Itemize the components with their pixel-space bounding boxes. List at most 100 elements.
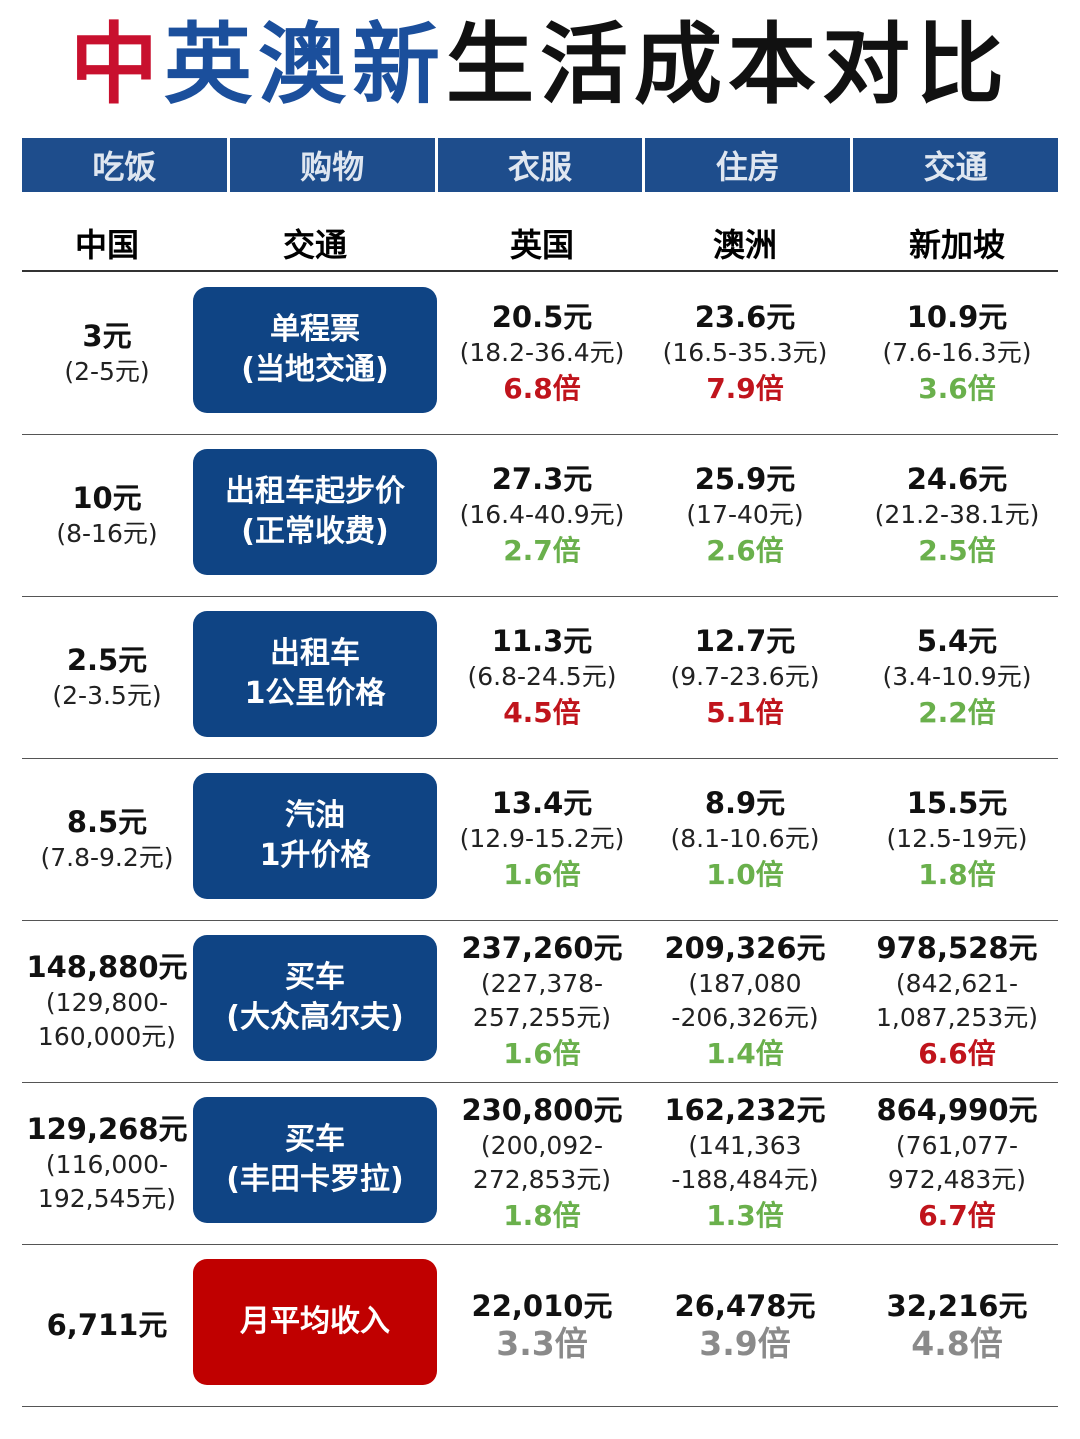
multiple: 1.8倍 (503, 1199, 581, 1232)
value: 209,326元 (664, 931, 826, 965)
range: (7.8-9.2元) (40, 843, 174, 872)
value: 162,232元 (664, 1093, 826, 1127)
title-part: 中 (69, 13, 164, 116)
value: 8.9元 (704, 786, 786, 820)
tab: 购物 (229, 138, 438, 192)
china-cell: 148,880元 (129,800- 160,000元) (0, 920, 222, 1082)
header-cell: 交通 (282, 226, 347, 264)
value: 129,268元 (26, 1112, 188, 1146)
range: (116,000- (45, 1150, 169, 1179)
value: 20.5元 (491, 300, 593, 334)
china-cell: 10元 (8-16元) (0, 434, 222, 596)
range: (2-3.5元) (52, 681, 162, 710)
range: (18.2-36.4元) (459, 338, 625, 367)
range: (16.5-35.3元) (662, 338, 828, 367)
value: 2.5元 (66, 643, 148, 677)
title-part: 生活成本对比 (446, 13, 1011, 116)
label-line: 单程票 (270, 312, 360, 347)
value: 23.6元 (694, 300, 796, 334)
country-cell: 27.3元 (16.4-40.9元) 2.7倍 (427, 434, 657, 596)
row-label: 月平均收入 (193, 1259, 437, 1385)
label-line: 月平均收入 (240, 1304, 390, 1339)
value: 26,478元 (674, 1289, 816, 1323)
range: (9.7-23.6元) (670, 662, 820, 691)
row-line (22, 1244, 1058, 1245)
range: (842,621- (895, 969, 1019, 998)
multiple: 4.5倍 (503, 696, 581, 729)
range: (6.8-24.5元) (467, 662, 617, 691)
country-cell: 209,326元 (187,080 -206,326元) 1.4倍 (630, 920, 860, 1082)
multiple: 3.6倍 (918, 372, 996, 405)
multiple: 1.6倍 (503, 858, 581, 891)
row-line (22, 1406, 1058, 1407)
title-part: 英澳新 (163, 13, 446, 116)
range: 160,000元) (37, 1022, 177, 1051)
value: 864,990元 (876, 1093, 1038, 1127)
multiple: 6.8倍 (503, 372, 581, 405)
value: 8.5元 (66, 805, 148, 839)
range: (3.4-10.9元) (882, 662, 1032, 691)
label-line: 汽油 (285, 798, 345, 833)
china-cell: 8.5元 (7.8-9.2元) (0, 758, 222, 920)
value: 3元 (82, 319, 132, 353)
range: 192,545元) (37, 1184, 177, 1213)
multiple: 3.3倍 (496, 1324, 588, 1363)
multiple: 6.7倍 (918, 1199, 996, 1232)
tab: 交通 (853, 138, 1058, 192)
range: (12.5-19元) (886, 824, 1028, 853)
value: 10元 (72, 481, 142, 515)
label-line: (当地交通) (241, 352, 389, 387)
value: 24.6元 (906, 462, 1008, 496)
range: -206,326元) (671, 1003, 819, 1032)
range: (7.6-16.3元) (882, 338, 1032, 367)
multiple: 1.4倍 (706, 1037, 784, 1070)
range: -188,484元) (671, 1165, 819, 1194)
range: 257,255元) (472, 1003, 612, 1032)
row-line (22, 758, 1058, 759)
row-line (22, 596, 1058, 597)
china-cell: 3元 (2-5元) (0, 272, 222, 434)
range: (16.4-40.9元) (459, 500, 625, 529)
value: 10.9元 (906, 300, 1008, 334)
label-line: 1升价格 (259, 838, 371, 873)
label-line: 买车 (285, 960, 345, 995)
range: (187,080 (688, 969, 802, 998)
multiple: 3.9倍 (699, 1324, 791, 1363)
range: (129,800- (45, 988, 169, 1017)
multiple: 1.0倍 (706, 858, 784, 891)
row-label: 买车 (丰田卡罗拉) (193, 1097, 437, 1223)
value: 6,711元 (46, 1308, 168, 1342)
row-line (22, 434, 1058, 435)
multiple: 1.8倍 (918, 858, 996, 891)
multiple: 2.6倍 (706, 534, 784, 567)
range: (2-5元) (64, 357, 150, 386)
country-cell: 20.5元 (18.2-36.4元) 6.8倍 (427, 272, 657, 434)
value: 148,880元 (26, 950, 188, 984)
range: 272,853元) (472, 1165, 612, 1194)
range: 972,483元) (887, 1165, 1027, 1194)
range: (17-40元) (686, 500, 804, 529)
value: 11.3元 (491, 624, 593, 658)
label-line: (正常收费) (241, 514, 389, 549)
label-line: (丰田卡罗拉) (226, 1162, 404, 1197)
row-label: 出租车 1公里价格 (193, 611, 437, 737)
value: 15.5元 (906, 786, 1008, 820)
country-cell: 864,990元 (761,077- 972,483元) 6.7倍 (842, 1082, 1072, 1244)
country-cell: 162,232元 (141,363 -188,484元) 1.3倍 (630, 1082, 860, 1244)
multiple: 5.1倍 (706, 696, 784, 729)
range: (761,077- (895, 1131, 1019, 1160)
header-cell: 新加坡 (908, 226, 1005, 264)
label-line: 1公里价格 (244, 676, 386, 711)
range: (8-16元) (56, 519, 158, 548)
country-cell: 22,010元 3.3倍 (427, 1244, 657, 1406)
row-label: 单程票 (当地交通) (193, 287, 437, 413)
label-line: 出租车 (270, 636, 360, 671)
range: (8.1-10.6元) (670, 824, 820, 853)
china-cell: 6,711元 (0, 1244, 222, 1406)
range: (141,363 (688, 1131, 802, 1160)
header-cell: 英国 (509, 226, 574, 264)
value: 13.4元 (491, 786, 593, 820)
value: 32,216元 (886, 1289, 1028, 1323)
country-cell: 10.9元 (7.6-16.3元) 3.6倍 (842, 272, 1072, 434)
multiple: 4.8倍 (911, 1324, 1003, 1363)
